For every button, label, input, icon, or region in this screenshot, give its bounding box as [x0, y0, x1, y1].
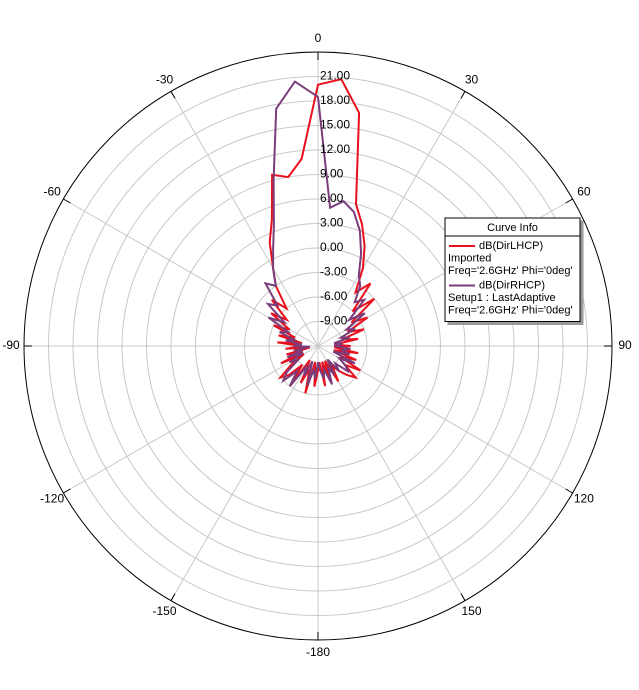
r-tick-label: 21.00 [320, 69, 350, 83]
theta-tick-label: 150 [461, 604, 481, 618]
theta-tick [170, 91, 176, 99]
legend-entry: dB(DirRHCP) [479, 279, 545, 291]
grid-spoke [170, 91, 319, 347]
theta-tick [63, 198, 71, 204]
theta-tick [460, 593, 466, 601]
theta-tick [565, 198, 573, 204]
legend-detail: Freq='2.6GHz' Phi='0deg' [448, 304, 573, 316]
theta-tick-label: 90 [618, 338, 632, 352]
grid-spoke [63, 345, 319, 494]
r-tick-label: 9.00 [320, 167, 344, 181]
r-tick-label: 6.00 [320, 191, 344, 205]
theta-tick [170, 593, 176, 601]
r-tick-label: -3.00 [320, 265, 348, 279]
theta-tick-label: -90 [2, 338, 20, 352]
r-tick-label: 3.00 [320, 216, 344, 230]
theta-tick-label: 120 [574, 492, 594, 506]
legend-title: Curve Info [487, 222, 538, 234]
theta-tick-label: -60 [43, 185, 61, 199]
r-tick-label: 0.00 [320, 240, 344, 254]
legend-detail: Setup1 : LastAdaptive [448, 292, 556, 304]
theta-tick-label: 60 [577, 185, 591, 199]
grid-spoke [317, 91, 466, 347]
theta-tick-label: -150 [152, 604, 176, 618]
r-tick-label: 12.00 [320, 142, 350, 156]
legend-detail: Freq='2.6GHz' Phi='0deg' [448, 265, 573, 277]
grid-spoke [317, 345, 466, 601]
theta-tick [63, 488, 71, 494]
pattern-curve [268, 78, 376, 394]
theta-tick-label: -120 [40, 492, 64, 506]
theta-tick [565, 488, 573, 494]
r-tick-label: -9.00 [320, 314, 348, 328]
legend-entry: dB(DirLHCP) [479, 240, 543, 252]
r-tick-label: -6.00 [320, 289, 348, 303]
r-tick-label: 18.00 [320, 93, 350, 107]
legend: Curve InfodB(DirLHCP)ImportedFreq='2.6GH… [444, 217, 581, 322]
theta-tick [460, 91, 466, 99]
grid-spoke [170, 345, 319, 601]
r-tick-label: 15.00 [320, 118, 350, 132]
theta-tick-label: 30 [465, 72, 479, 86]
theta-tick-label: -180 [306, 645, 330, 659]
grid-spoke [63, 198, 319, 347]
outer-circle [23, 51, 613, 641]
theta-tick-label: 0 [315, 31, 322, 45]
pattern-curve [263, 80, 367, 387]
legend-box [444, 217, 581, 322]
legend-detail: Imported [448, 252, 491, 264]
theta-tick-label: -30 [156, 72, 174, 86]
